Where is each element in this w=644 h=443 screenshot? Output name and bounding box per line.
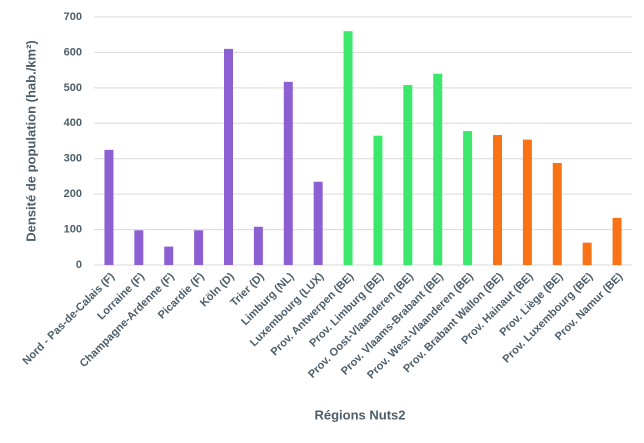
bar [194,230,204,265]
x-axis-title: Régions Nuts2 [314,407,405,422]
bar [403,85,413,265]
bar [164,246,174,265]
y-tick-label: 400 [64,117,82,129]
bar [582,242,592,265]
bar [433,73,443,265]
y-tick-label: 700 [64,11,82,23]
bar [552,162,562,265]
y-tick-label: 300 [64,153,82,165]
y-axis-title: Densité de population (hab./km²) [23,40,38,242]
bar [522,139,532,265]
y-tick-label: 0 [76,259,82,271]
y-tick-label: 600 [64,46,82,58]
bar [313,181,323,265]
y-tick-label: 500 [64,82,82,94]
bar [104,149,114,265]
bar [134,230,144,265]
bar [283,81,293,265]
bar [373,135,383,265]
bar [612,217,622,265]
bar [224,48,233,266]
bar [493,134,502,265]
bar [343,31,353,265]
bar [253,226,263,265]
y-tick-label: 100 [64,223,82,235]
y-tick-label: 200 [64,188,82,200]
bar [463,131,473,265]
